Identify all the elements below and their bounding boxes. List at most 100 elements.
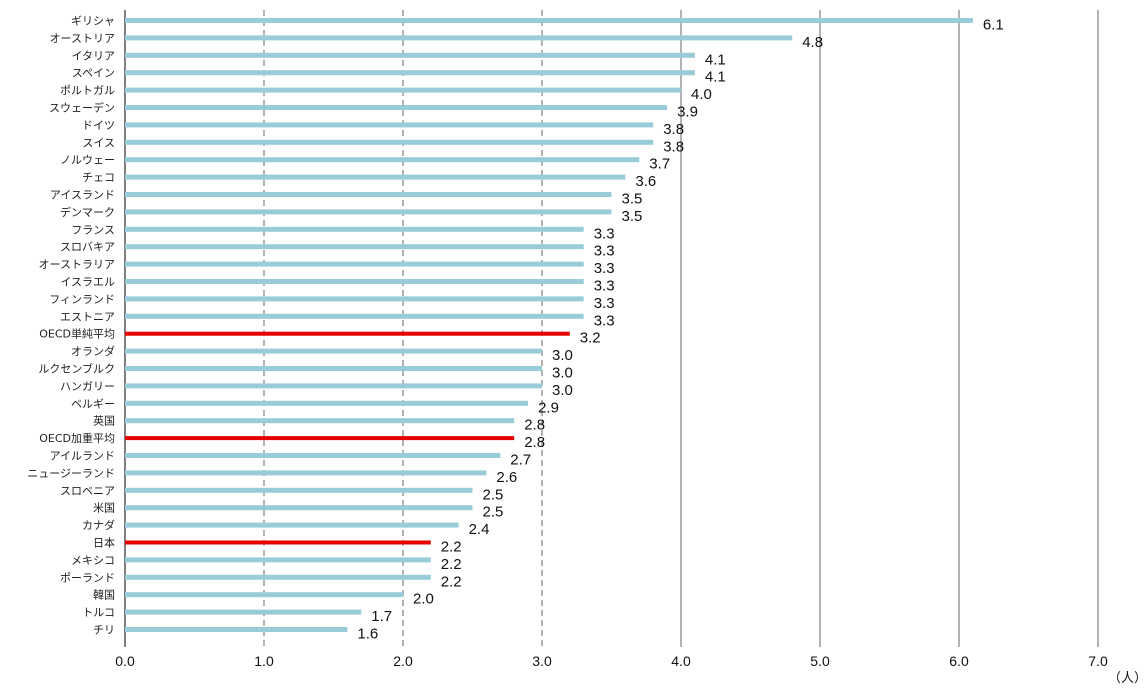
category-label: ドイツ <box>82 119 115 132</box>
value-label: 3.5 <box>622 191 643 208</box>
category-label: イタリア <box>71 49 115 62</box>
value-label: 3.3 <box>594 260 615 277</box>
category-label: スウェーデン <box>49 101 115 115</box>
value-label: 3.3 <box>594 312 615 329</box>
value-labels: 6.14.84.14.14.03.93.83.83.73.63.53.53.33… <box>357 17 1003 643</box>
category-label: OECD加重平均 <box>39 431 115 445</box>
value-label: 2.9 <box>538 399 559 416</box>
bar-34 <box>125 609 362 615</box>
x-axis-ticks: 0.0 1.0 2.0 3.0 4.0 5.0 6.0 7.0 <box>115 653 1108 669</box>
bar-7 <box>125 139 654 145</box>
x-tick-label: 2.0 <box>393 653 413 669</box>
category-label: ポーランド <box>60 571 115 584</box>
value-label: 2.7 <box>510 452 531 469</box>
category-label: 韓国 <box>93 589 115 602</box>
bar-16 <box>125 296 584 302</box>
bar-31 <box>125 557 431 563</box>
x-tick-label: 3.0 <box>532 653 552 669</box>
x-tick-label: 5.0 <box>810 653 830 669</box>
category-label: ハンガリー <box>60 380 115 393</box>
value-label: 3.7 <box>649 156 670 173</box>
bar-21 <box>125 383 542 389</box>
value-label: 3.3 <box>594 243 615 260</box>
bar-2 <box>125 52 695 58</box>
bar-11 <box>125 209 612 215</box>
bar-13 <box>125 244 584 250</box>
value-label: 4.1 <box>705 51 726 68</box>
value-label: 3.3 <box>594 295 615 312</box>
value-label: 2.2 <box>441 573 462 590</box>
bar-23 <box>125 418 515 424</box>
value-label: 3.9 <box>677 104 698 121</box>
category-label: トルコ <box>82 606 115 619</box>
bar-15 <box>125 279 584 284</box>
bar-32 <box>125 574 431 580</box>
x-tick-label: 6.0 <box>949 653 969 669</box>
value-label: 2.0 <box>413 591 434 608</box>
category-label: フランス <box>71 223 115 236</box>
bar-9 <box>125 174 626 180</box>
bar-29 <box>125 522 459 528</box>
bar-20 <box>125 366 542 371</box>
category-label: デンマーク <box>60 205 115 219</box>
x-tick-label: 7.0 <box>1088 653 1108 669</box>
bar-8 <box>125 157 640 163</box>
value-label: 3.8 <box>663 121 684 138</box>
value-label: 4.8 <box>802 34 823 51</box>
bar-35 <box>125 627 348 632</box>
value-label: 3.3 <box>594 278 615 295</box>
x-tick-label: 0.0 <box>115 653 135 669</box>
bar-27 <box>125 487 473 493</box>
value-label: 1.7 <box>371 608 392 625</box>
bar-3 <box>125 70 695 76</box>
bar-18 <box>125 331 570 336</box>
bar-24 <box>125 436 515 441</box>
value-label: 2.5 <box>483 504 504 521</box>
bar-30 <box>125 540 431 545</box>
bars <box>125 18 973 632</box>
category-label: OECD単純平均 <box>39 327 115 341</box>
value-label: 3.0 <box>552 347 573 364</box>
category-label: スペイン <box>72 67 115 80</box>
category-label: ギリシャ <box>71 15 115 28</box>
category-label: チリ <box>93 624 115 637</box>
category-label: 日本 <box>93 536 115 550</box>
value-label: 2.2 <box>441 556 462 573</box>
value-label: 1.6 <box>357 626 378 643</box>
value-label: 3.2 <box>580 330 601 347</box>
category-label: スロベニア <box>60 484 115 497</box>
category-label: アイスランド <box>50 189 115 202</box>
category-label: チェコ <box>82 171 115 184</box>
bar-22 <box>125 400 529 406</box>
bar-28 <box>125 505 473 511</box>
category-label: オーストラリア <box>39 258 115 271</box>
bar-26 <box>125 470 487 476</box>
bar-17 <box>125 313 584 319</box>
value-label: 3.0 <box>552 382 573 399</box>
category-label: フィンランド <box>49 293 115 306</box>
bar-25 <box>125 453 501 458</box>
bar-12 <box>125 226 584 232</box>
x-tick-label: 4.0 <box>671 653 691 669</box>
bar-6 <box>125 122 654 128</box>
value-label: 2.8 <box>524 417 545 434</box>
value-label: 2.4 <box>469 521 490 538</box>
value-label: 4.0 <box>691 86 712 103</box>
category-label: オランダ <box>71 344 115 358</box>
value-label: 6.1 <box>983 17 1004 34</box>
category-label: スロバキア <box>60 241 115 254</box>
value-label: 3.8 <box>663 138 684 155</box>
value-label: 3.0 <box>552 365 573 382</box>
bar-19 <box>125 348 542 354</box>
x-tick-label: 1.0 <box>254 653 274 669</box>
category-label: ルクセンブルク <box>38 362 115 376</box>
value-label: 3.5 <box>622 208 643 225</box>
category-label: ノルウェー <box>60 154 115 167</box>
category-label: カナダ <box>82 518 115 532</box>
value-label: 2.5 <box>483 486 504 503</box>
bar-4 <box>125 87 681 93</box>
category-label: 米国 <box>93 502 115 515</box>
value-label: 3.3 <box>594 225 615 242</box>
value-label: 3.6 <box>635 173 656 190</box>
